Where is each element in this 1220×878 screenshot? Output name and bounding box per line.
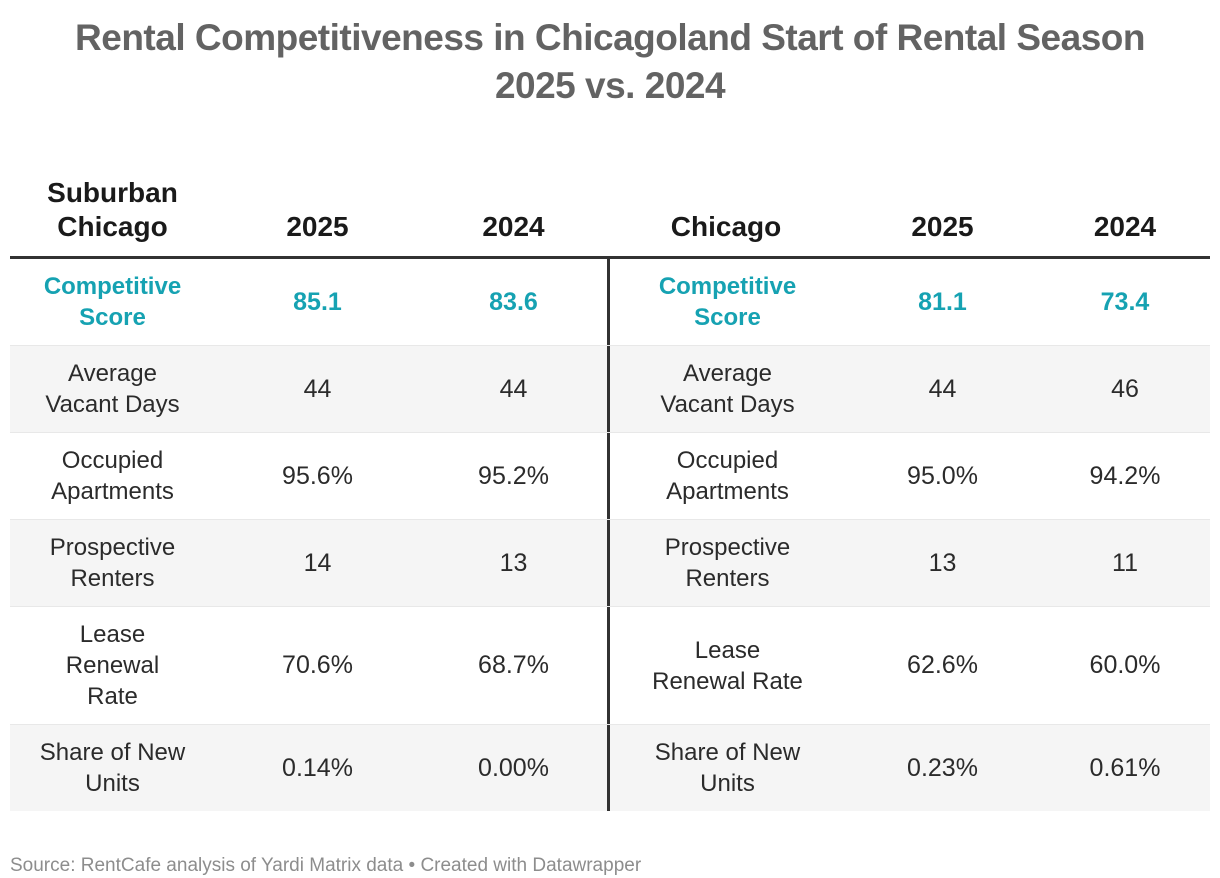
- table-row: Lease Renewal Rate 70.6% 68.7% Lease Renewal R…: [10, 606, 1210, 724]
- header-chicago: Chicago: [670, 211, 782, 242]
- metric-label-line: Occupied: [61, 447, 164, 474]
- value-2025: 44: [928, 374, 957, 403]
- metric-label-line: Rate: [87, 683, 138, 710]
- value-2024: 68.7%: [478, 651, 549, 679]
- datawrapper-credit-link[interactable]: Created with Datawrapper: [420, 855, 642, 876]
- page-title: Rental Competitiveness in Chicagoland St…: [75, 17, 1145, 106]
- metric-label-line: Renewal Rate: [652, 667, 803, 695]
- header-suburban-chicago: Suburban Chicago: [10, 176, 215, 256]
- value-2024: 0.00%: [478, 753, 549, 782]
- value-2024: 94.2%: [1089, 461, 1161, 490]
- metric-label: Average Vacant Days: [607, 346, 845, 432]
- value-2025: 95.0%: [907, 461, 978, 490]
- value-2025: 13: [928, 548, 957, 577]
- metric-label-line: Lease: [694, 636, 761, 664]
- metric-label-line: Renewal: [65, 652, 160, 679]
- header-line: Chicago: [57, 211, 168, 242]
- metric-label-line: Units: [85, 770, 140, 797]
- header-2024-right: 2024: [1093, 211, 1157, 242]
- header-2025-left: 2025: [286, 211, 349, 242]
- value-2025: 70.6%: [282, 651, 353, 679]
- metric-label: Share of New Units: [607, 725, 845, 811]
- metric-label-line: Share of New: [654, 739, 801, 766]
- table-header-row: Suburban Chicago 2025 2024 Chicago 2025 …: [10, 162, 1210, 259]
- metric-label: Average Vacant Days: [10, 346, 215, 432]
- metric-label: Competitive Score: [607, 259, 845, 345]
- metric-label-line: Occupied: [676, 447, 779, 474]
- table-row: Share of New Units 0.14% 0.00% Share of New U…: [10, 724, 1210, 811]
- metric-label: Share of New Units: [10, 725, 215, 811]
- header-2024-left: 2024: [482, 211, 545, 242]
- metric-label-line: Share of New: [39, 739, 186, 766]
- value-2024: 13: [499, 548, 528, 577]
- metric-label-line: Score: [79, 304, 146, 331]
- value-2025: 14: [303, 548, 332, 577]
- value-2025: 0.23%: [907, 753, 978, 782]
- metric-label-line: Prospective: [49, 534, 176, 561]
- value-2024: 60.0%: [1089, 651, 1161, 679]
- source-label: Source:: [10, 855, 76, 876]
- metric-label: Competitive Score: [10, 259, 215, 345]
- comparison-table: Suburban Chicago 2025 2024 Chicago 2025 …: [10, 162, 1210, 811]
- metric-label-line: Renters: [685, 565, 770, 592]
- metric-label: Occupied Apartments: [607, 433, 845, 519]
- value-2025: 44: [303, 374, 332, 403]
- value-2024: 83.6: [489, 287, 538, 316]
- metric-label-line: Competitive: [658, 273, 797, 300]
- header-line: Suburban: [47, 177, 178, 208]
- value-2024: 0.61%: [1089, 753, 1161, 782]
- value-2024: 95.2%: [478, 461, 549, 490]
- metric-label-line: Average: [68, 360, 157, 387]
- value-2024: 46: [1111, 374, 1139, 403]
- value-2025: 0.14%: [282, 753, 353, 782]
- value-2024: 73.4: [1100, 287, 1150, 316]
- value-2024: 44: [499, 374, 528, 403]
- metric-label-line: Apartments: [51, 478, 174, 505]
- value-2025: 81.1: [918, 287, 967, 316]
- metric-label: Occupied Apartments: [10, 433, 215, 519]
- table-row: Occupied Apartments 95.6% 95.2% Occupied Apar…: [10, 432, 1210, 519]
- metric-label-line: Renters: [70, 565, 155, 592]
- metric-label-line: Units: [700, 770, 755, 797]
- value-2024: 11: [1112, 548, 1138, 577]
- metric-label-line: Lease: [79, 621, 146, 648]
- value-2025: 62.6%: [907, 651, 978, 679]
- table-body: Competitive Score 85.1 83.6 Competitive Score…: [10, 259, 1210, 811]
- table-row: Average Vacant Days 44 44 Average Vacant Days…: [10, 345, 1210, 432]
- metric-label: Prospective Renters: [607, 520, 845, 606]
- value-2025: 95.6%: [282, 461, 353, 490]
- value-2025: 85.1: [293, 287, 342, 316]
- metric-label-line: Average: [683, 360, 772, 387]
- footer-separator: •: [408, 855, 416, 876]
- metric-label: Lease Renewal Rate: [607, 607, 845, 724]
- source-link[interactable]: RentCafe analysis of Yardi Matrix data: [80, 855, 404, 876]
- metric-label-line: Score: [694, 304, 761, 331]
- metric-label-line: Vacant Days: [660, 391, 795, 418]
- header-2025-right: 2025: [911, 211, 974, 242]
- footer: Source: RentCafe analysis of Yardi Matri…: [10, 855, 1210, 877]
- metric-label-line: Competitive: [43, 273, 182, 300]
- metric-label-line: Prospective: [664, 534, 791, 561]
- metric-label: Prospective Renters: [10, 520, 215, 606]
- metric-label-line: Vacant Days: [45, 391, 180, 418]
- table-row: Competitive Score 85.1 83.6 Competitive Score…: [10, 259, 1210, 345]
- table-row: Prospective Renters 14 13 Prospective Renters…: [10, 519, 1210, 606]
- metric-label-line: Apartments: [666, 478, 789, 505]
- metric-label: Lease Renewal Rate: [10, 607, 215, 724]
